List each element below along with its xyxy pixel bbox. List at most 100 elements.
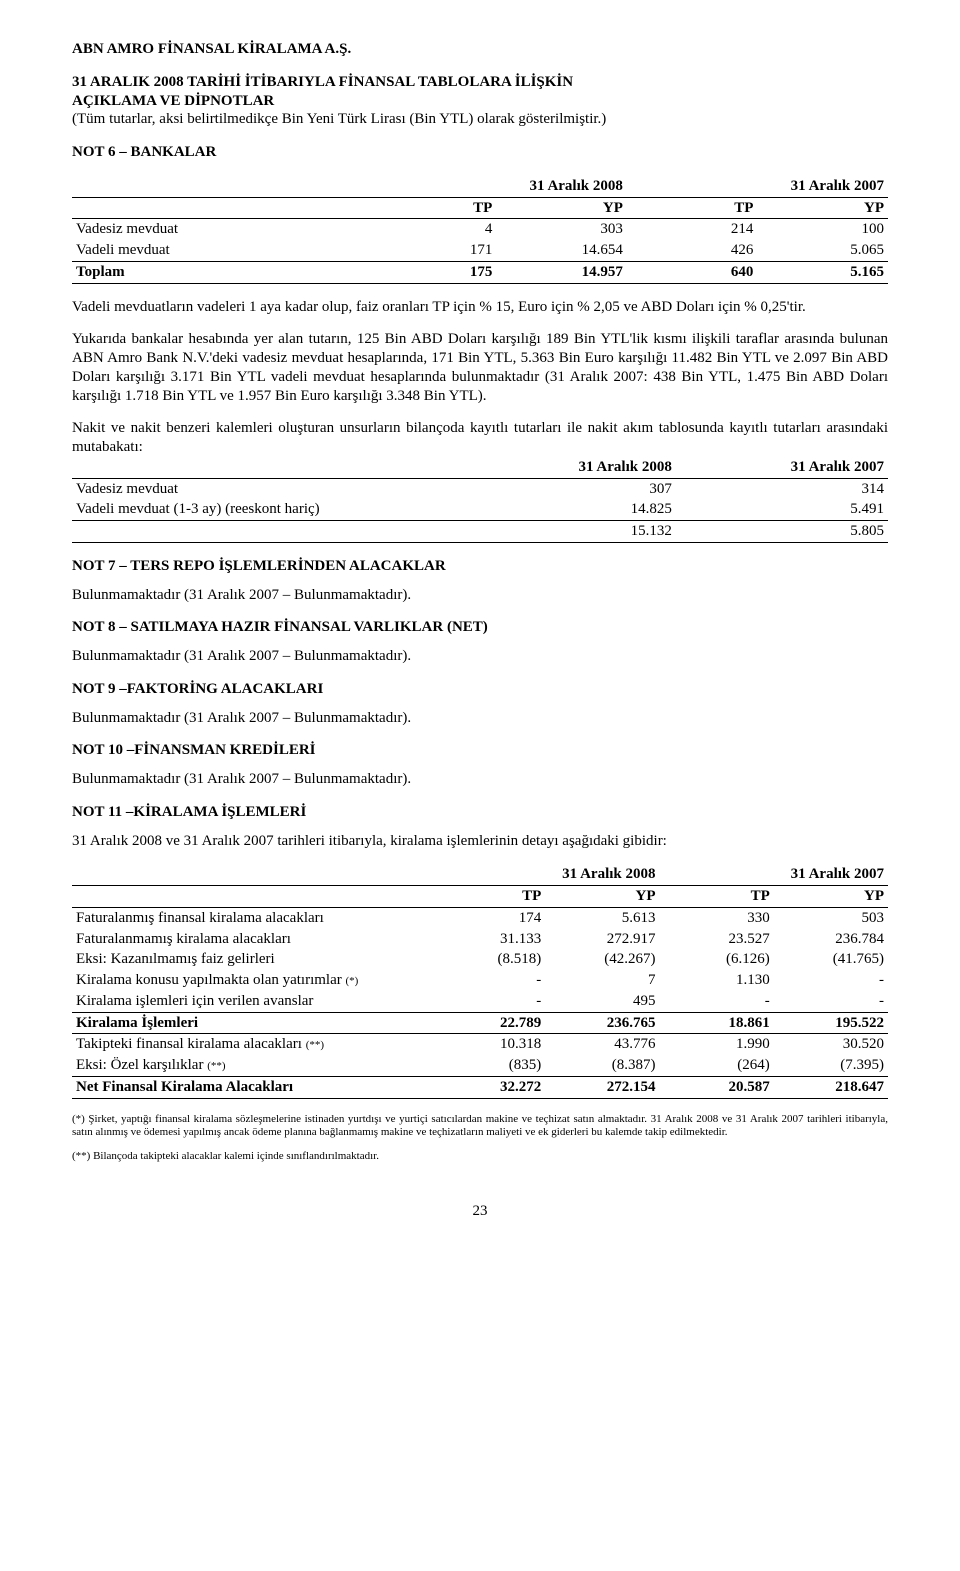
cell: (835) xyxy=(431,1055,545,1076)
not10-text: Bulunmamaktadır (31 Aralık 2007 – Bulunm… xyxy=(72,770,888,789)
cell: (6.126) xyxy=(660,949,774,970)
footnote-marker: (*) xyxy=(346,975,359,987)
period-header: 31 Aralık 2008 xyxy=(464,457,676,478)
row-label: Faturalanmamış kiralama alacakları xyxy=(72,929,431,950)
grand-total-cell: 32.272 xyxy=(431,1076,545,1098)
subtotal-cell: 195.522 xyxy=(774,1012,888,1034)
table-empty-header xyxy=(72,176,366,197)
cell: 495 xyxy=(545,991,659,1012)
not6-p1: Vadeli mevduatların vadeleri 1 aya kadar… xyxy=(72,298,888,317)
cell: 426 xyxy=(627,240,758,261)
cell: 14.825 xyxy=(464,499,676,520)
cell: 214 xyxy=(627,219,758,240)
row-label: Vadeli mevduat xyxy=(72,240,366,261)
cell: 272.917 xyxy=(545,929,659,950)
cell: 7 xyxy=(545,970,659,991)
row-label: Eksi: Kazanılmamış faiz gelirleri xyxy=(72,949,431,970)
not9-text: Bulunmamaktadır (31 Aralık 2007 – Bulunm… xyxy=(72,709,888,728)
grand-total-cell: 218.647 xyxy=(774,1076,888,1098)
row-label: Faturalanmış finansal kiralama alacaklar… xyxy=(72,907,431,928)
period-header: 31 Aralık 2008 xyxy=(366,176,627,197)
grand-total-cell: 272.154 xyxy=(545,1076,659,1098)
subtotal-cell: 18.861 xyxy=(660,1012,774,1034)
col-header: TP xyxy=(627,197,758,219)
not8-heading: NOT 8 – SATILMAYA HAZIR FİNANSAL VARLIKL… xyxy=(72,618,888,637)
grand-total-label: Net Finansal Kiralama Alacakları xyxy=(72,1076,431,1098)
not6-table1: 31 Aralık 2008 31 Aralık 2007 TP YP TP Y… xyxy=(72,176,888,284)
cell: 1.130 xyxy=(660,970,774,991)
not6-table2: 31 Aralık 2008 31 Aralık 2007 Vadesiz me… xyxy=(72,457,888,543)
cell: 5.613 xyxy=(545,907,659,928)
subtotal-label: Kiralama İşlemleri xyxy=(72,1012,431,1034)
cell: 4 xyxy=(366,219,497,240)
row-label: Vadesiz mevduat xyxy=(72,219,366,240)
row-label: Eksi: Özel karşılıklar (**) xyxy=(72,1055,431,1076)
cell: 1.990 xyxy=(660,1034,774,1055)
total-cell: 5.165 xyxy=(757,261,888,283)
row-label: Vadeli mevduat (1-3 ay) (reeskont hariç) xyxy=(72,499,464,520)
subtotal-cell: 236.765 xyxy=(545,1012,659,1034)
period-header: 31 Aralık 2008 xyxy=(431,864,659,885)
not10-heading: NOT 10 –FİNANSMAN KREDİLERİ xyxy=(72,741,888,760)
col-header: TP xyxy=(660,886,774,908)
document-page: ABN AMRO FİNANSAL KİRALAMA A.Ş. 31 ARALI… xyxy=(0,0,960,1261)
period-header: 31 Aralık 2007 xyxy=(660,864,889,885)
cell: 503 xyxy=(774,907,888,928)
col-header: YP xyxy=(774,886,888,908)
cell: 100 xyxy=(757,219,888,240)
cell: - xyxy=(431,970,545,991)
row-label: Kiralama konusu yapılmakta olan yatırıml… xyxy=(72,970,431,991)
not6-p2: Yukarıda bankalar hesabında yer alan tut… xyxy=(72,330,888,405)
row-label-text: Kiralama konusu yapılmakta olan yatırıml… xyxy=(76,972,342,988)
table-empty-header xyxy=(72,197,366,219)
not7-text: Bulunmamaktadır (31 Aralık 2007 – Bulunm… xyxy=(72,586,888,605)
cell: 236.784 xyxy=(774,929,888,950)
col-header: YP xyxy=(757,197,888,219)
not11-table: 31 Aralık 2008 31 Aralık 2007 TP YP TP Y… xyxy=(72,864,888,1098)
not7-heading: NOT 7 – TERS REPO İŞLEMLERİNDEN ALACAKLA… xyxy=(72,557,888,576)
cell: 23.527 xyxy=(660,929,774,950)
cell: 43.776 xyxy=(545,1034,659,1055)
total-cell: 15.132 xyxy=(464,521,676,543)
col-header: YP xyxy=(496,197,627,219)
row-label: Takipteki finansal kiralama alacakları (… xyxy=(72,1034,431,1055)
doc-title-line1: 31 ARALIK 2008 TARİHİ İTİBARIYLA FİNANSA… xyxy=(72,73,888,92)
table-empty-header xyxy=(72,886,431,908)
row-label: Vadesiz mevduat xyxy=(72,478,464,499)
footnote-marker: (**) xyxy=(207,1060,225,1072)
page-number: 23 xyxy=(72,1202,888,1221)
cell: 5.491 xyxy=(676,499,888,520)
col-header: TP xyxy=(366,197,497,219)
cell: - xyxy=(431,991,545,1012)
cell: 30.520 xyxy=(774,1034,888,1055)
not6-heading: NOT 6 – BANKALAR xyxy=(72,143,888,162)
col-header: YP xyxy=(545,886,659,908)
footnote-marker: (**) xyxy=(306,1039,324,1051)
cell: (7.395) xyxy=(774,1055,888,1076)
cell: - xyxy=(660,991,774,1012)
cell: 5.065 xyxy=(757,240,888,261)
row-label: Kiralama işlemleri için verilen avanslar xyxy=(72,991,431,1012)
cell: (8.387) xyxy=(545,1055,659,1076)
period-header: 31 Aralık 2007 xyxy=(676,457,888,478)
table-empty-header xyxy=(72,864,431,885)
row-label-text: Eksi: Özel karşılıklar xyxy=(76,1057,203,1073)
cell: 31.133 xyxy=(431,929,545,950)
col-header: TP xyxy=(431,886,545,908)
not6-p3: Nakit ve nakit benzeri kalemleri oluştur… xyxy=(72,419,888,457)
not9-heading: NOT 9 –FAKTORİNG ALACAKLARI xyxy=(72,680,888,699)
subtotal-cell: 22.789 xyxy=(431,1012,545,1034)
cell: 171 xyxy=(366,240,497,261)
cell: (8.518) xyxy=(431,949,545,970)
doc-subtitle: (Tüm tutarlar, aksi belirtilmedikçe Bin … xyxy=(72,110,888,129)
cell: 14.654 xyxy=(496,240,627,261)
cell: 307 xyxy=(464,478,676,499)
total-cell: 14.957 xyxy=(496,261,627,283)
not11-intro: 31 Aralık 2008 ve 31 Aralık 2007 tarihle… xyxy=(72,832,888,851)
total-cell: 175 xyxy=(366,261,497,283)
total-label: Toplam xyxy=(72,261,366,283)
company-name: ABN AMRO FİNANSAL KİRALAMA A.Ş. xyxy=(72,40,888,59)
cell: 174 xyxy=(431,907,545,928)
cell: - xyxy=(774,970,888,991)
row-label-text: Takipteki finansal kiralama alacakları xyxy=(76,1036,302,1052)
